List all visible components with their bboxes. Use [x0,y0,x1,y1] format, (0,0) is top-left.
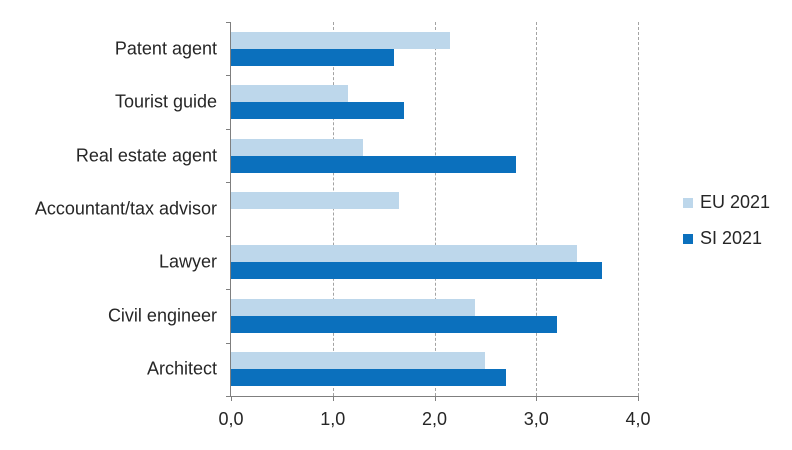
legend-label-eu-2021: EU 2021 [700,192,771,212]
bar-si-2021 [231,369,506,387]
bar-eu-2021 [231,31,450,49]
legend-entry-eu-2021: EU 2021 [683,192,770,213]
category-label: Real estate agent [75,145,217,166]
gridline [536,22,538,396]
category-label: Patent agent [114,38,217,59]
bar-eu-2021 [231,298,476,316]
y-axis-tick [226,235,231,237]
bar-eu-2021 [231,191,399,209]
category-label: Tourist guide [114,91,217,112]
category-label: Architect [146,358,217,379]
category-label: Accountant/tax advisor [34,198,217,219]
bar-group [231,85,638,120]
chart-row: Tourist guide [115,75,638,128]
bar-group [231,191,638,226]
bar-eu-2021 [231,138,364,156]
bar-si-2021 [231,102,404,120]
y-axis-tick [226,342,231,344]
legend-label-si-2021: SI 2021 [700,228,763,248]
y-axis-tick [226,22,231,23]
legend: EU 2021 SI 2021 [683,192,770,264]
y-axis-tick [226,182,231,184]
bar-group [231,352,638,387]
bar-group [231,245,638,280]
y-axis-tick [226,75,231,77]
x-axis-tick-label: 2,0 [421,409,448,429]
x-axis-tick-label: 3,0 [523,409,549,429]
bar-si-2021 [231,155,516,173]
chart-row: Patent agent [115,22,638,75]
x-axis-tick-label: 0,0 [218,409,244,429]
legend-swatch-eu-2021-icon [683,197,693,208]
x-axis-tick [231,396,232,401]
y-axis-tick [226,128,231,130]
x-axis-tick [536,396,538,401]
chart-row: Architect [147,343,638,396]
bar-eu-2021 [231,245,577,263]
bar-group [231,138,638,173]
bar-eu-2021 [231,85,348,103]
bar-group [231,298,638,333]
chart-row: Real estate agent [76,129,638,182]
y-axis-tick [226,289,231,291]
category-label: Civil engineer [107,305,217,326]
bar-si-2021 [231,262,603,280]
gridline [434,22,436,396]
x-axis-tick-label: 1,0 [320,409,346,429]
x-axis-tick-label: 4,0 [625,409,651,429]
chart-row: Civil engineer [108,289,638,342]
bar-si-2021 [231,48,394,66]
legend-swatch-si-2021-icon [683,233,693,244]
gridline [638,22,639,396]
plot-area: Patent agent Tourist guide Real estate age… [35,22,651,429]
legend-entry-si-2021: SI 2021 [683,228,770,249]
y-axis-tick [226,396,231,397]
x-axis-tick [332,396,334,401]
bar-eu-2021 [231,352,486,370]
x-axis-tick [434,396,436,401]
chart-row: Accountant/tax advisor [35,182,638,235]
bar-si-2021 [231,315,557,333]
bar-group [231,31,638,66]
x-axis-tick [638,396,639,401]
category-label: Lawyer [158,251,217,272]
chart-row: Lawyer [159,236,638,289]
gridline [332,22,334,396]
